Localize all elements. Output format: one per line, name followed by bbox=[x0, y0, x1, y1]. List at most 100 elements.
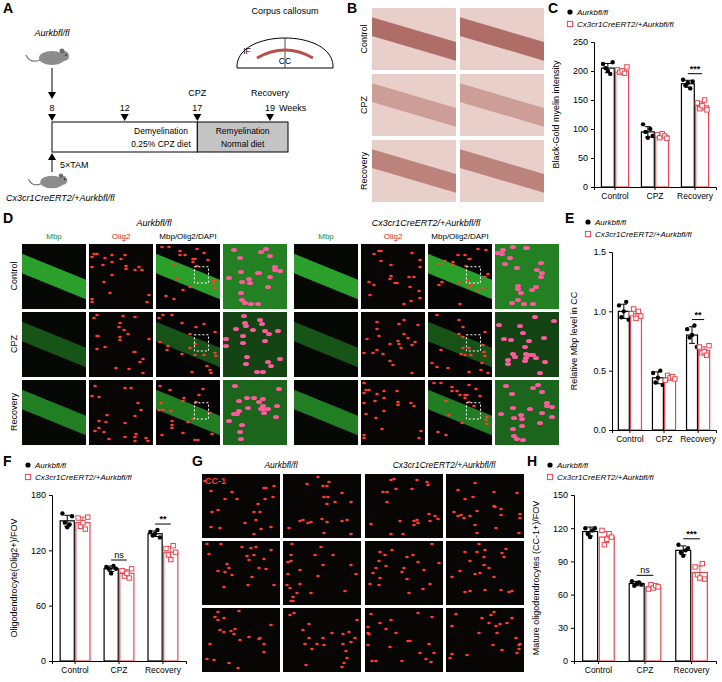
image-cell bbox=[430, 616, 434, 618]
stage-text: Demyelination bbox=[134, 126, 188, 136]
image-cell bbox=[479, 369, 483, 371]
micrograph bbox=[294, 312, 358, 377]
micrograph bbox=[202, 541, 280, 605]
image-cell bbox=[396, 401, 400, 403]
image-band bbox=[22, 390, 86, 436]
image-cell bbox=[233, 327, 239, 331]
image-band bbox=[22, 254, 86, 300]
data-point bbox=[646, 136, 650, 140]
image-cell bbox=[252, 511, 256, 513]
image-cell bbox=[377, 335, 381, 337]
image-cell bbox=[366, 644, 370, 646]
image-cell bbox=[388, 278, 392, 280]
image-cell bbox=[503, 384, 509, 388]
image-cell bbox=[482, 564, 486, 566]
significance-label: ** bbox=[159, 514, 167, 524]
image-cell bbox=[95, 348, 99, 350]
tick-label: 90 bbox=[558, 557, 568, 567]
image-cell bbox=[90, 395, 94, 397]
micrograph bbox=[361, 244, 425, 309]
image-cell bbox=[517, 532, 521, 534]
image-background bbox=[495, 312, 559, 377]
remyelination-box bbox=[197, 122, 288, 152]
image-cell bbox=[122, 329, 126, 331]
data-point bbox=[60, 511, 64, 515]
image-background bbox=[294, 244, 358, 309]
image-cell bbox=[424, 658, 428, 660]
image-cell bbox=[402, 567, 406, 569]
image-background bbox=[365, 608, 443, 672]
image-background bbox=[372, 74, 456, 136]
image-cell bbox=[124, 265, 128, 267]
data-point bbox=[686, 80, 690, 84]
data-point bbox=[656, 376, 660, 380]
image-cell bbox=[93, 430, 97, 432]
image-cell bbox=[229, 630, 233, 632]
image-cell bbox=[349, 564, 353, 566]
image-cell bbox=[373, 400, 377, 402]
image-cell bbox=[484, 419, 488, 421]
micrograph bbox=[495, 244, 559, 309]
significance-label: ** bbox=[695, 310, 703, 320]
data-point bbox=[705, 108, 709, 112]
image-cell bbox=[260, 397, 266, 401]
group-header: Cx3cr1CreERT2/+Aurkbfl/fl bbox=[372, 218, 482, 228]
stage-text: Remyelination bbox=[216, 126, 270, 136]
image-cell bbox=[137, 266, 141, 268]
data-point bbox=[158, 535, 162, 539]
image-cell bbox=[260, 370, 266, 374]
image-cell bbox=[134, 433, 138, 435]
image-cell bbox=[170, 420, 174, 422]
legend-label: Cx3cr1CreERT2/+Aurkbfl/fl bbox=[35, 473, 132, 482]
image-cell bbox=[291, 600, 295, 602]
image-cell bbox=[365, 338, 369, 340]
image-cell bbox=[262, 643, 266, 645]
micrograph bbox=[156, 380, 220, 445]
data-point bbox=[636, 309, 640, 313]
image-cell bbox=[236, 409, 242, 413]
image-cell bbox=[494, 527, 498, 529]
data-point bbox=[153, 532, 157, 536]
mouse-icon bbox=[29, 173, 68, 188]
image-cell bbox=[129, 387, 133, 389]
image-cell bbox=[232, 384, 238, 388]
significance-label: ns bbox=[640, 565, 650, 575]
stage-text: 0.25% CPZ diet bbox=[131, 139, 191, 149]
image-cell bbox=[202, 252, 206, 254]
panel-letter: F bbox=[3, 453, 12, 469]
image-cell bbox=[486, 372, 490, 374]
image-cell bbox=[467, 258, 471, 260]
bar bbox=[618, 311, 629, 430]
data-point bbox=[148, 530, 152, 534]
image-cell bbox=[500, 649, 504, 651]
image-cell bbox=[97, 396, 101, 398]
image-cell bbox=[523, 246, 529, 250]
image-cell bbox=[485, 423, 489, 425]
data-point bbox=[676, 543, 680, 547]
tick-mark bbox=[591, 129, 594, 130]
image-cell bbox=[223, 337, 229, 341]
data-point bbox=[700, 561, 704, 565]
image-cell bbox=[269, 526, 273, 528]
image-cell bbox=[333, 501, 337, 503]
image-cell bbox=[349, 533, 353, 535]
image-cell bbox=[95, 314, 99, 316]
image-cell bbox=[435, 366, 439, 368]
image-cell bbox=[402, 319, 406, 321]
data-point bbox=[86, 515, 90, 519]
image-cell bbox=[144, 437, 148, 439]
image-cell bbox=[432, 382, 436, 384]
image-cell bbox=[465, 394, 469, 396]
image-cell bbox=[181, 289, 185, 291]
image-background bbox=[428, 380, 492, 445]
figure: ABCDEFGHDemyelination0.25% CPZ dietRemye… bbox=[0, 0, 722, 682]
image-cell bbox=[191, 261, 195, 263]
image-cell bbox=[288, 614, 292, 616]
image-cell bbox=[145, 301, 149, 303]
micrograph bbox=[223, 244, 287, 309]
image-cell bbox=[473, 573, 477, 575]
image-band bbox=[495, 312, 559, 377]
legend: Aurkbfl/flCx3cr1CreERT2/+Aurkbfl/fl bbox=[547, 461, 653, 482]
data-point bbox=[67, 522, 71, 526]
image-band bbox=[223, 380, 287, 445]
